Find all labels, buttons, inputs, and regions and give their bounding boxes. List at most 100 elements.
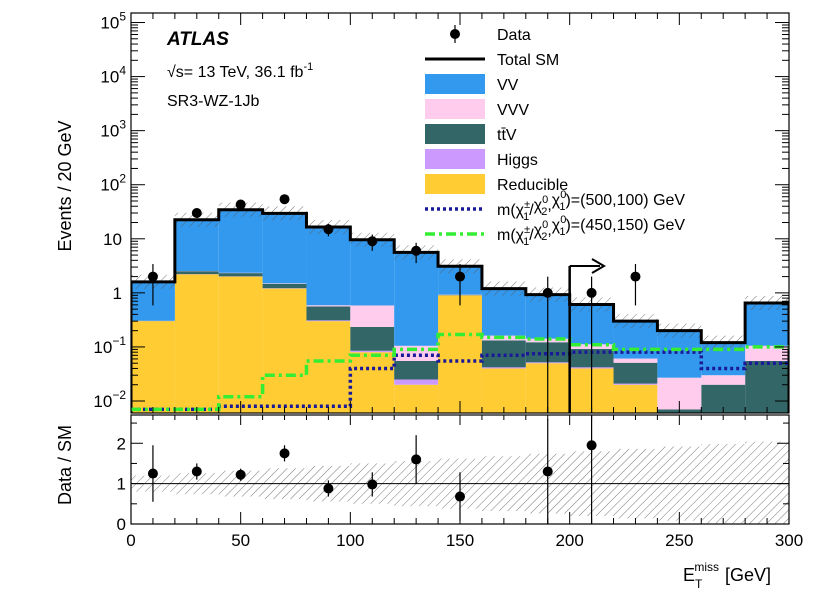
ratio-points	[147, 415, 597, 524]
bar-ttv	[262, 283, 307, 289]
x-tick-label: 100	[336, 531, 364, 550]
bar-vvv	[306, 305, 351, 307]
y-tick-label: 104	[100, 64, 126, 87]
main-x-axis	[130, 13, 790, 413]
legend-swatch-ttv	[425, 124, 485, 144]
bar-ttv	[174, 271, 219, 275]
x-tick-label: 300	[775, 531, 803, 550]
legend-swatch-higgs	[425, 149, 485, 169]
ratio-band-bin	[745, 441, 789, 524]
legend-label-vv: VV	[497, 77, 519, 94]
bar-higgs	[350, 350, 395, 353]
x-axis-label: ETmiss [GeV]	[683, 560, 771, 591]
legend-label-signal-500-100: m(χ± 1/χ0 2,χ0 1)=(500,100) GeV	[497, 189, 685, 223]
data-point	[542, 287, 553, 298]
legend-data-label: Data	[497, 27, 531, 44]
signal-line-signal-500-100	[131, 350, 789, 412]
bar-ttv	[745, 360, 789, 413]
legend-label-vvv: VVV	[497, 102, 529, 119]
data-point	[191, 208, 202, 218]
y-tick-label: 1	[113, 284, 122, 303]
data-point	[630, 271, 641, 282]
ratio-y-axis-label: Data / SM	[55, 425, 75, 505]
ratio-point	[586, 440, 597, 451]
ratio-y-axis: 0 1 2	[117, 422, 789, 534]
energy-label: √s= 13 TeV, 36.1 fb-1	[167, 61, 313, 81]
legend-label-higgs: Higgs	[497, 152, 538, 169]
legend-label-ttv: tt̄V	[497, 127, 517, 144]
data-point	[586, 287, 597, 298]
ratio-point	[191, 466, 202, 477]
ratio-point	[323, 483, 334, 494]
data-layer	[147, 194, 641, 413]
x-tick-label: 150	[446, 531, 474, 550]
data-point	[147, 271, 158, 282]
x-tick-label: 200	[555, 531, 583, 550]
legend-swatch-vvv	[425, 99, 485, 119]
bar-higgs	[394, 379, 439, 385]
legend-total-label: Total SM	[497, 52, 559, 69]
y-tick-label: 10−1	[93, 334, 126, 357]
bar-reducible	[350, 352, 395, 413]
ratio-point	[279, 448, 290, 459]
bar-vv	[306, 226, 351, 306]
ratio-point	[235, 469, 246, 480]
bar-vv	[218, 209, 263, 273]
stack-layer	[131, 209, 789, 413]
bar-reducible	[174, 274, 219, 413]
legend-swatch-vv	[425, 74, 485, 94]
bar-ttv	[350, 326, 395, 351]
bar-vvv	[701, 375, 746, 385]
y-tick-label: 102	[100, 172, 126, 195]
bar-vv	[481, 288, 526, 336]
bar-higgs	[306, 320, 351, 322]
data-point	[279, 194, 290, 205]
cut-arrowhead	[591, 258, 606, 274]
signal-layer	[131, 332, 789, 412]
bar-vvv	[350, 305, 395, 327]
x-tick-label: 250	[665, 531, 693, 550]
data-point	[367, 236, 378, 247]
bar-higgs	[481, 367, 526, 369]
bar-vvv	[745, 345, 789, 361]
data-point	[411, 245, 422, 256]
bar-ttv	[306, 306, 351, 321]
bar-reducible	[131, 321, 175, 413]
bar-ttv	[394, 360, 439, 380]
x-tick-label: 50	[231, 531, 250, 550]
ratio-point	[411, 454, 422, 465]
data-point	[455, 271, 465, 282]
bar-ttv	[218, 273, 263, 277]
signal-line-signal-450-150	[131, 332, 789, 412]
ratio-point	[147, 468, 158, 479]
bar-vv	[174, 219, 219, 271]
bar-ttv	[613, 362, 658, 384]
experiment-label: ATLAS	[166, 29, 229, 50]
bar-reducible	[481, 368, 526, 413]
y-tick-label: 10	[103, 230, 122, 249]
bar-vv	[394, 252, 439, 346]
ratio-point	[367, 479, 378, 490]
ratio-point	[542, 466, 553, 477]
bar-reducible	[218, 276, 263, 413]
y-tick-label: 103	[100, 118, 126, 141]
region-label: SR3-WZ-1Jb	[167, 93, 260, 110]
bar-reducible	[262, 288, 307, 413]
bar-higgs	[613, 383, 658, 385]
bar-vv	[262, 213, 307, 284]
ratio-x-axis: 0 50 100 150 200 250 300	[126, 415, 803, 550]
y-tick-label: 105	[100, 10, 126, 33]
legend-label-signal-450-150: m(χ± 1/χ0 2,χ0 1)=(450,150) GeV	[497, 214, 685, 248]
y-axis-label: Events / 20 GeV	[55, 120, 75, 251]
y-tick-label: 10−2	[93, 388, 126, 411]
data-point	[323, 224, 334, 235]
ratio-y-tick-label: 2	[117, 434, 126, 453]
data-point	[235, 199, 246, 210]
bar-vvv	[394, 345, 439, 361]
ratio-y-tick-label: 1	[117, 475, 126, 494]
x-tick-label: 0	[126, 531, 135, 550]
legend-label-reducible: Reducible	[497, 177, 568, 194]
